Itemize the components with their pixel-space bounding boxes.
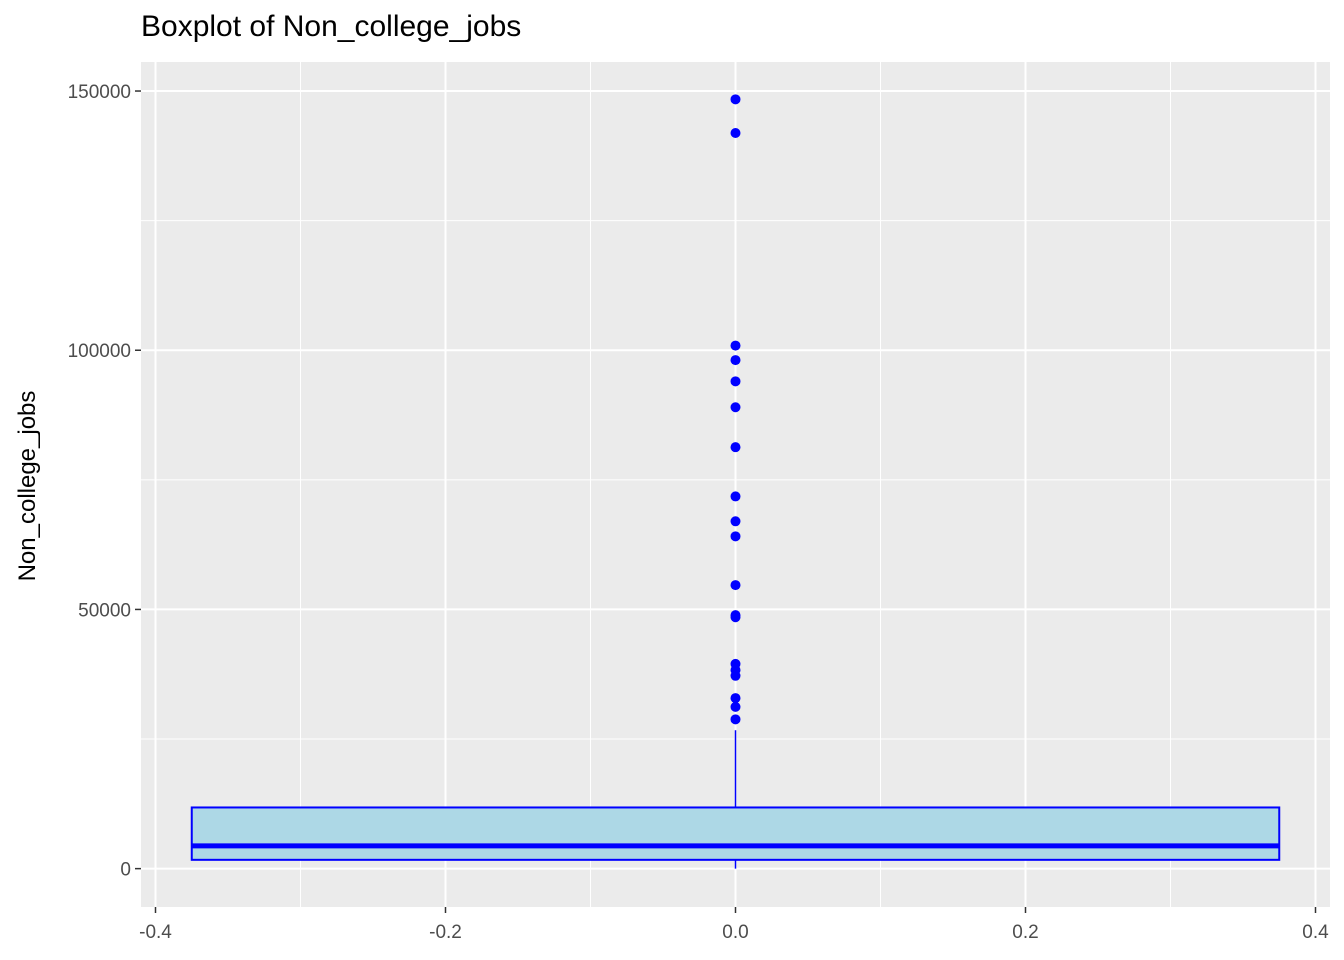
x-tick-label: 0.0: [722, 922, 748, 943]
outlier-point: [730, 376, 741, 387]
outlier-point: [730, 94, 741, 105]
outlier-point: [730, 491, 741, 502]
y-tick-label: 150000: [68, 82, 131, 103]
outlier-point: [730, 701, 741, 712]
y-tick-label: 50000: [78, 600, 131, 621]
x-tick-label: -0.4: [139, 922, 172, 943]
y-tick-label: 0: [120, 860, 131, 881]
outlier-point: [730, 612, 741, 623]
outlier-point: [730, 442, 741, 453]
outlier-point: [730, 128, 741, 139]
outlier-point: [730, 402, 741, 413]
outlier-point: [730, 670, 741, 681]
outlier-point: [730, 355, 741, 366]
outlier-point: [730, 516, 741, 527]
y-tick-label: 100000: [68, 341, 131, 362]
chart-title: Boxplot of Non_college_jobs: [141, 10, 522, 43]
x-tick-label: 0.2: [1012, 922, 1038, 943]
x-tick-label: -0.2: [429, 922, 462, 943]
outlier-point: [730, 580, 741, 591]
outlier-point: [730, 531, 741, 542]
outlier-point: [730, 340, 741, 351]
outlier-point: [730, 693, 741, 704]
x-tick-label: 0.4: [1302, 922, 1329, 943]
outlier-point: [730, 714, 741, 725]
iqr-box: [190, 806, 1281, 861]
